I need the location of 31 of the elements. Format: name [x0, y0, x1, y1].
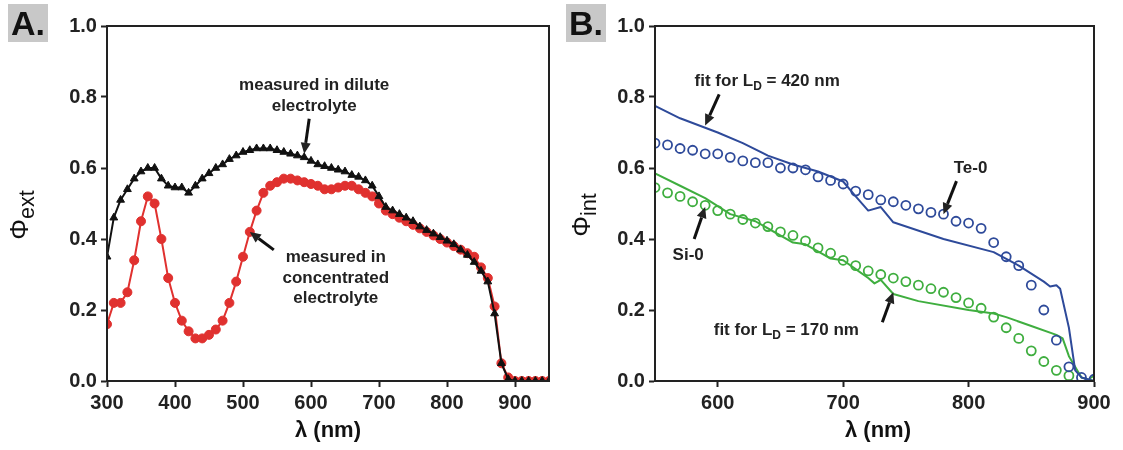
- x-axis-title: λ (nm): [295, 417, 361, 443]
- chart-title: A.: [8, 4, 48, 42]
- y-tick-label: 0.0: [617, 368, 645, 391]
- x-tick-label: 900: [1077, 390, 1111, 413]
- x-tick-label: 300: [90, 390, 124, 413]
- y-tick-label: 0.6: [617, 155, 645, 178]
- y-tick-label: 0.4: [69, 226, 98, 249]
- y-tick-label: 0.0: [69, 368, 97, 391]
- y-tick-label: 0.2: [617, 297, 645, 320]
- y-tick-label: 1.0: [617, 13, 645, 36]
- x-tick-label: 800: [951, 390, 986, 413]
- chart-title: B.: [566, 4, 606, 42]
- x-tick-label: 900: [498, 390, 532, 413]
- y-tick-label: 0.4: [617, 226, 646, 249]
- y-tick-label: 0.2: [69, 297, 97, 320]
- x-tick-label: 800: [430, 390, 464, 413]
- y-tick-label: 0.8: [617, 84, 645, 107]
- annotation: measured in dilute electrolyte: [239, 75, 390, 115]
- annotation: measured in concentrated electrolyte: [282, 247, 390, 307]
- x-tick-label: 400: [158, 390, 192, 413]
- y-tick-label: 0.6: [69, 155, 97, 178]
- annotation: Si-0: [672, 244, 704, 264]
- x-axis-title: λ (nm): [845, 417, 911, 443]
- x-tick-label: 500: [226, 390, 260, 413]
- x-tick-label: 600: [701, 390, 735, 413]
- x-tick-label: 700: [826, 390, 860, 413]
- y-tick-label: 1.0: [69, 13, 97, 36]
- x-tick-label: 700: [362, 390, 396, 413]
- annotation: Te-0: [953, 157, 988, 177]
- x-tick-label: 600: [294, 390, 328, 413]
- y-tick-label: 0.8: [69, 84, 97, 107]
